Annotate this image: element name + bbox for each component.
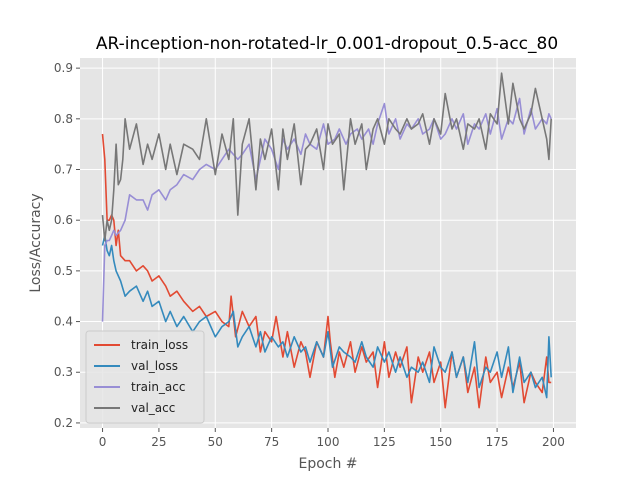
x-tick-label: 200 (542, 435, 565, 449)
x-tick-label: 75 (264, 435, 279, 449)
y-tick-label: 0.6 (54, 213, 73, 227)
y-axis-label: Loss/Accuracy (28, 193, 44, 292)
series-line-val-acc (101, 72, 552, 242)
legend: train_loss val_loss train_acc val_acc (85, 330, 205, 424)
y-tick-label: 0.5 (54, 264, 73, 278)
x-tick-label: 150 (429, 435, 452, 449)
series-line-train-loss (101, 133, 552, 409)
x-tick-label: 50 (208, 435, 223, 449)
x-axis-ticks: 0 25 50 75 100 125 150 175 200 (99, 428, 565, 449)
chart-title: AR-inception-non-rotated-lr_0.001-dropou… (96, 34, 558, 54)
series-line-val-loss (101, 234, 552, 399)
x-tick-label: 0 (99, 435, 107, 449)
y-tick-label: 0.7 (54, 163, 73, 177)
x-tick-label: 175 (486, 435, 509, 449)
y-tick-label: 0.4 (54, 315, 73, 329)
x-axis-label: Epoch # (298, 456, 357, 472)
legend-label: val_acc (131, 401, 175, 415)
series-line-train-acc (101, 97, 552, 322)
legend-box (85, 330, 205, 424)
y-tick-label: 0.2 (54, 416, 73, 430)
x-tick-label: 25 (151, 435, 166, 449)
legend-label: train_loss (131, 338, 188, 352)
y-tick-label: 0.8 (54, 112, 73, 126)
x-tick-label: 100 (317, 435, 340, 449)
y-tick-label: 0.9 (54, 61, 73, 75)
y-axis-ticks: 0.2 0.3 0.4 0.5 0.6 0.7 0.8 0.9 (54, 61, 80, 430)
x-tick-label: 125 (373, 435, 396, 449)
legend-label: val_loss (131, 359, 178, 373)
y-tick-label: 0.3 (54, 365, 73, 379)
legend-label: train_acc (131, 380, 185, 394)
series-lines (101, 72, 552, 409)
